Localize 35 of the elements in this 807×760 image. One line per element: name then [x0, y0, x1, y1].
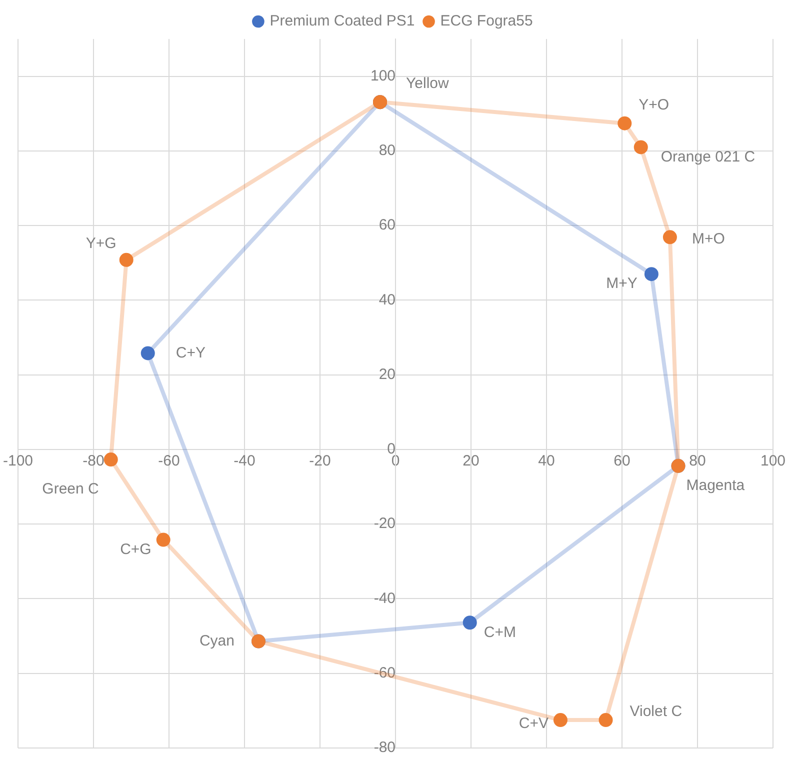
y-tick-label: -60	[374, 664, 396, 682]
y-tick-label: 100	[370, 67, 396, 84]
legend-label: Premium Coated PS1	[270, 12, 415, 30]
x-tick-label: -40	[234, 452, 256, 470]
y-tick-label: 20	[378, 366, 396, 383]
x-tick-label: -80	[82, 452, 104, 470]
y-tick-label: -40	[374, 590, 396, 607]
annotation: C+Y	[176, 344, 206, 362]
annotation: Yellow	[406, 75, 450, 92]
annotation: C+G	[120, 540, 152, 558]
annotation: Y+G	[86, 235, 116, 252]
annotation: M+Y	[606, 275, 638, 292]
x-tick-label: -20	[309, 452, 331, 470]
y-tick-label: -80	[374, 739, 396, 756]
y-tick-label: -20	[374, 515, 396, 532]
x-tick-label: 80	[689, 452, 706, 470]
annotation: Green C	[42, 480, 100, 498]
annotation: Y+O	[638, 96, 670, 114]
annotation: Cyan	[199, 632, 234, 650]
annotation: C+M	[484, 624, 516, 641]
legend-label: ECG Fogra55	[440, 12, 533, 30]
annotation: Violet C	[630, 703, 682, 720]
x-tick-label: -100	[2, 452, 34, 470]
y-tick-label: 40	[378, 291, 396, 308]
annotation: Magenta	[686, 477, 746, 494]
y-tick-label: 80	[378, 142, 396, 160]
x-tick-label: 100	[760, 452, 786, 470]
y-tick-label: 60	[378, 216, 396, 234]
x-tick-label: 40	[538, 452, 555, 470]
annotation: Orange 021 C	[660, 148, 756, 166]
annotation: C+V	[518, 715, 548, 732]
x-tick-label: 20	[462, 452, 480, 470]
x-tick-label: 60	[614, 452, 630, 470]
x-tick-label: -60	[158, 452, 180, 470]
annotation: M+O	[692, 230, 725, 248]
